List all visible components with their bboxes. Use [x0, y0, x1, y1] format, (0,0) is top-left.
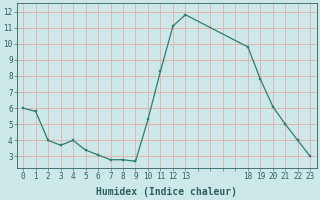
X-axis label: Humidex (Indice chaleur): Humidex (Indice chaleur): [96, 186, 237, 197]
